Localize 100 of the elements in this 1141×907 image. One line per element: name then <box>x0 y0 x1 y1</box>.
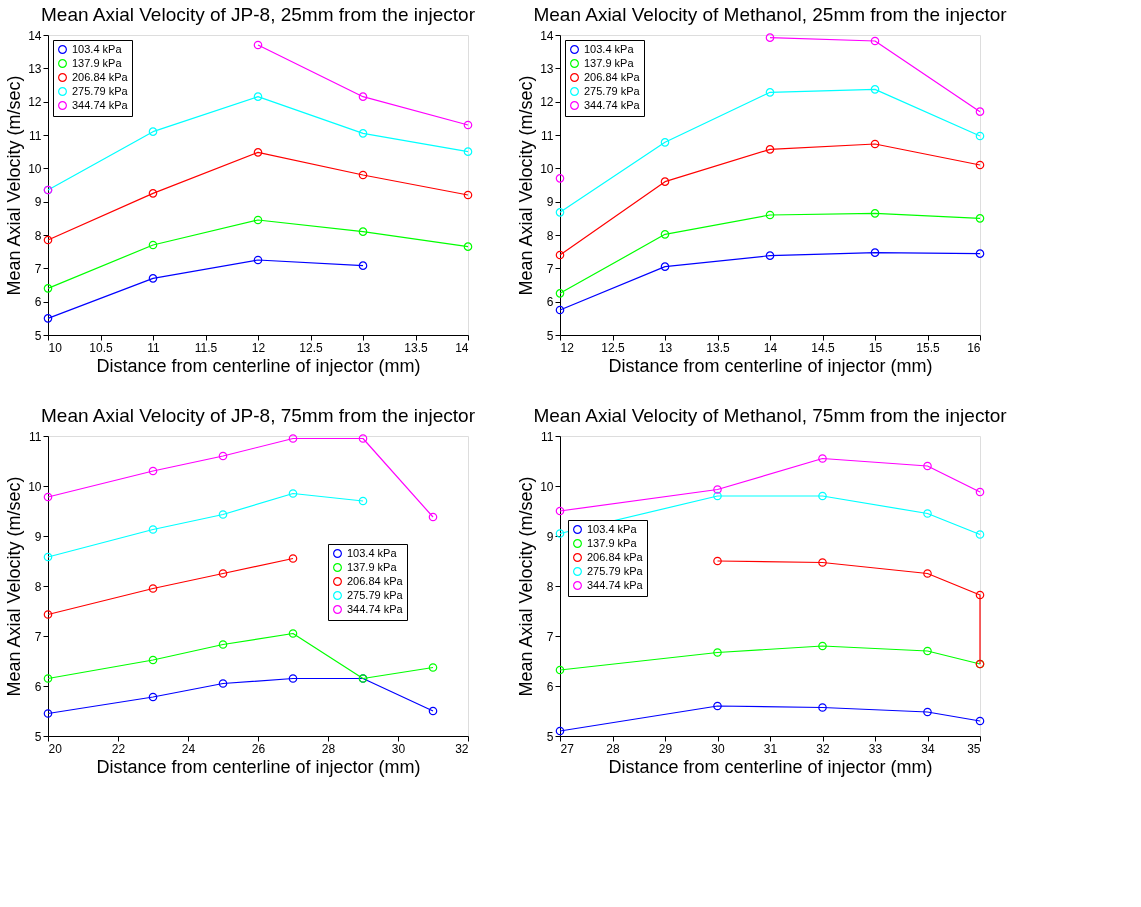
y-tick-label: 10 <box>540 479 554 494</box>
legend-label: 103.4 kPa <box>584 42 635 55</box>
y-tick-label: 10 <box>28 161 42 176</box>
y-tick-label: 11 <box>541 429 554 444</box>
y-tick-label: 7 <box>546 629 554 644</box>
x-tick-label: 28 <box>321 741 336 756</box>
x-tick-label: 14 <box>763 340 778 355</box>
y-tick-label: 9 <box>546 529 554 544</box>
x-tick-label: 14.5 <box>811 340 835 355</box>
x-tick-label: 22 <box>111 741 126 756</box>
legend-label: 344.74 kPa <box>72 98 129 111</box>
y-tick-label: 9 <box>34 195 42 210</box>
y-axis-title: Mean Axial Velocity (m/sec) <box>4 476 25 697</box>
y-tick-label: 9 <box>546 195 554 210</box>
y-tick-label: 12 <box>28 95 42 110</box>
x-tick-label: 15 <box>868 340 883 355</box>
legend-label: 103.4 kPa <box>72 42 123 55</box>
x-axis-title: Distance from centerline of injector (mm) <box>96 756 421 777</box>
x-axis-title: Distance from centerline of injector (mm) <box>608 355 933 376</box>
legend-label: 103.4 kPa <box>587 522 638 535</box>
x-tick-label: 31 <box>763 741 778 756</box>
legend-label: 275.79 kPa <box>72 84 129 97</box>
chart-title: Mean Axial Velocity of Methanol, 75mm from the injector <box>533 405 1008 426</box>
x-tick-label: 11 <box>147 340 161 355</box>
legend-label: 137.9 kPa <box>584 56 635 69</box>
y-axis-title: Mean Axial Velocity (m/sec) <box>4 75 25 296</box>
y-tick-label: 8 <box>546 579 554 594</box>
x-tick-label: 28 <box>606 741 620 756</box>
y-tick-label: 11 <box>29 128 42 143</box>
y-axis-title: Mean Axial Velocity (m/sec) <box>516 476 537 697</box>
y-tick-label: 6 <box>546 295 554 310</box>
y-tick-label: 10 <box>28 479 42 494</box>
legend-label: 137.9 kPa <box>72 56 123 69</box>
x-tick-label: 34 <box>921 741 935 756</box>
x-tick-label: 12.5 <box>299 340 323 355</box>
y-tick-label: 6 <box>34 295 42 310</box>
y-tick-label: 5 <box>34 328 42 343</box>
y-tick-label: 7 <box>34 261 42 276</box>
y-tick-label: 7 <box>34 629 42 644</box>
legend-label: 275.79 kPa <box>587 564 644 577</box>
y-axis-title: Mean Axial Velocity (m/sec) <box>516 75 537 296</box>
x-axis-title: Distance from centerline of injector (mm) <box>608 756 933 777</box>
legend-label: 344.74 kPa <box>587 578 644 591</box>
y-tick-label: 14 <box>540 28 554 43</box>
y-tick-label: 5 <box>546 729 554 744</box>
y-tick-label: 11 <box>541 128 554 143</box>
y-tick-label: 10 <box>540 161 554 176</box>
y-tick-label: 8 <box>34 579 42 594</box>
x-tick-label: 30 <box>391 741 406 756</box>
y-tick-label: 6 <box>34 679 42 694</box>
y-tick-label: 8 <box>34 228 42 243</box>
x-tick-label: 16 <box>967 340 981 355</box>
chart-title: Mean Axial Velocity of JP-8, 25mm from the injector <box>40 4 476 25</box>
y-tick-label: 8 <box>546 228 554 243</box>
x-tick-label: 11.5 <box>194 340 218 355</box>
legend-label: 275.79 kPa <box>347 588 404 601</box>
legend-label: 344.74 kPa <box>584 98 641 111</box>
y-tick-label: 14 <box>28 28 42 43</box>
x-axis-title: Distance from centerline of injector (mm) <box>96 355 421 376</box>
y-tick-label: 5 <box>546 328 554 343</box>
x-tick-label: 13.5 <box>404 340 428 355</box>
y-tick-label: 11 <box>29 429 42 444</box>
x-tick-label: 32 <box>816 741 830 756</box>
legend-label: 206.84 kPa <box>587 550 644 563</box>
x-tick-label: 13 <box>658 340 673 355</box>
x-tick-label: 26 <box>251 741 266 756</box>
x-tick-label: 32 <box>455 741 469 756</box>
x-tick-label: 12 <box>560 340 575 355</box>
legend-label: 206.84 kPa <box>584 70 641 83</box>
x-tick-label: 35 <box>967 741 981 756</box>
x-tick-label: 13.5 <box>706 340 730 355</box>
x-tick-label: 30 <box>711 741 725 756</box>
x-tick-label: 15.5 <box>916 340 940 355</box>
y-tick-label: 9 <box>34 529 42 544</box>
y-tick-label: 12 <box>540 95 554 110</box>
y-tick-label: 5 <box>34 729 42 744</box>
x-tick-label: 33 <box>868 741 883 756</box>
x-tick-label: 10.5 <box>89 340 113 355</box>
y-tick-label: 7 <box>546 261 554 276</box>
x-tick-label: 13 <box>356 340 371 355</box>
x-tick-label: 29 <box>658 741 673 756</box>
chart-title: Mean Axial Velocity of Methanol, 25mm from the injector <box>533 4 1008 25</box>
legend-label: 137.9 kPa <box>347 560 398 573</box>
legend-label: 275.79 kPa <box>584 84 641 97</box>
x-tick-label: 20 <box>48 741 63 756</box>
x-tick-label: 27 <box>560 741 575 756</box>
x-tick-label: 14 <box>455 340 469 355</box>
x-tick-label: 12.5 <box>601 340 625 355</box>
legend-label: 206.84 kPa <box>72 70 129 83</box>
y-tick-label: 6 <box>546 679 554 694</box>
x-tick-label: 24 <box>181 741 196 756</box>
legend-label: 103.4 kPa <box>347 546 398 559</box>
x-tick-label: 12 <box>251 340 266 355</box>
x-tick-label: 10 <box>48 340 63 355</box>
legend-label: 206.84 kPa <box>347 574 404 587</box>
y-tick-label: 13 <box>28 61 42 76</box>
legend-label: 344.74 kPa <box>347 602 404 615</box>
legend-label: 137.9 kPa <box>587 536 638 549</box>
y-tick-label: 13 <box>540 61 554 76</box>
chart-title: Mean Axial Velocity of JP-8, 75mm from the injector <box>40 405 476 426</box>
